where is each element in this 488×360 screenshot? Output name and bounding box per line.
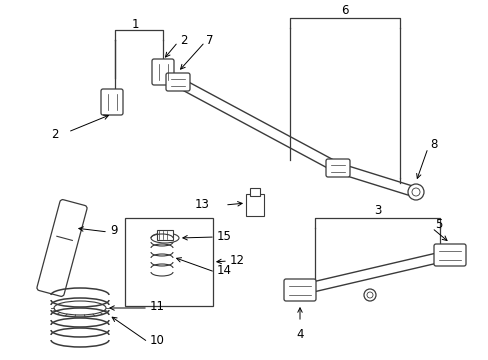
FancyBboxPatch shape (325, 159, 349, 177)
Text: 3: 3 (373, 203, 381, 216)
Text: 4: 4 (296, 328, 303, 341)
Text: 15: 15 (217, 230, 231, 243)
Text: 6: 6 (341, 4, 348, 17)
Bar (245, 194, 264, 216)
Bar (249, 188, 260, 196)
Text: 12: 12 (229, 253, 244, 266)
Bar (157, 230, 173, 240)
Ellipse shape (151, 233, 179, 243)
FancyBboxPatch shape (284, 279, 315, 301)
Circle shape (407, 184, 423, 200)
FancyBboxPatch shape (433, 244, 465, 266)
FancyBboxPatch shape (37, 199, 87, 296)
Text: 13: 13 (195, 198, 209, 211)
Circle shape (411, 188, 419, 196)
Ellipse shape (54, 301, 106, 315)
Text: 9: 9 (110, 224, 117, 237)
Text: 2: 2 (180, 33, 187, 46)
Circle shape (366, 292, 372, 298)
Text: 8: 8 (429, 139, 436, 152)
FancyBboxPatch shape (165, 73, 190, 91)
Text: 1: 1 (131, 18, 139, 31)
Text: 11: 11 (150, 301, 164, 314)
Text: 5: 5 (434, 219, 442, 231)
Text: 14: 14 (217, 265, 231, 278)
Circle shape (363, 289, 375, 301)
Text: 2: 2 (51, 127, 59, 140)
Bar (125, 218, 213, 306)
FancyBboxPatch shape (101, 89, 123, 115)
Text: 7: 7 (205, 33, 213, 46)
Text: 10: 10 (150, 334, 164, 347)
FancyBboxPatch shape (152, 59, 174, 85)
